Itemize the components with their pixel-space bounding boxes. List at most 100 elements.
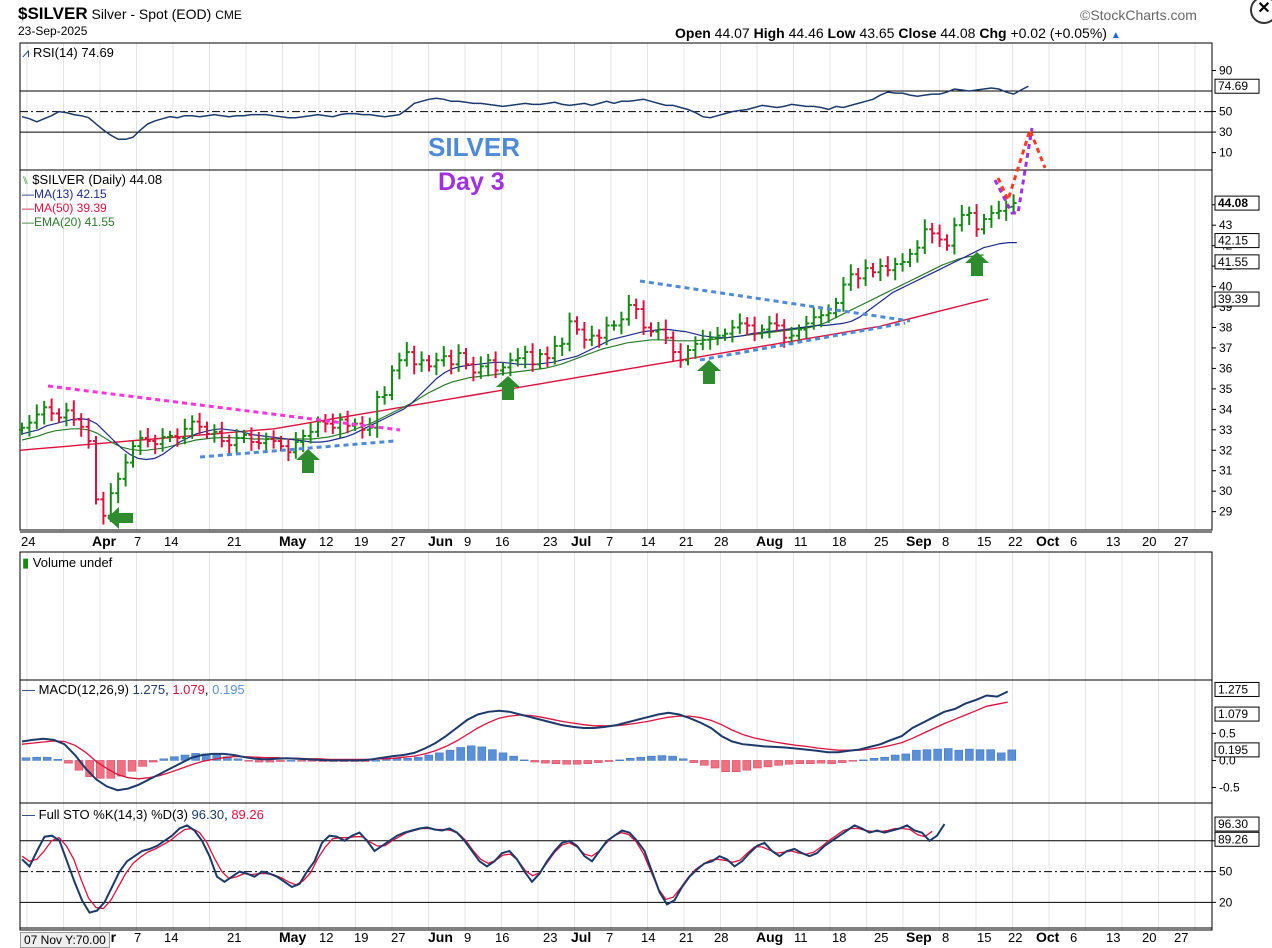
macd-histogram-bar	[742, 760, 752, 771]
macd-histogram-bar	[509, 755, 518, 761]
macd-line-icon: —	[22, 682, 35, 697]
volume-legend: ▮ Volume undef	[22, 555, 112, 571]
x-tick-label: 15	[977, 930, 991, 945]
volume-bars-icon: ▮	[22, 555, 30, 570]
blue-resistance-line	[639, 279, 911, 323]
x-tick-label: 24	[21, 534, 35, 549]
ohlc-bar	[751, 316, 758, 342]
macd-histogram-bar	[647, 755, 656, 761]
chart-header: $SILVER Silver - Spot (EOD) CME	[18, 4, 242, 24]
price-box-label: 42.15	[1218, 234, 1248, 248]
up-arrow-icon	[496, 376, 520, 400]
macd-histogram-bar	[74, 760, 84, 771]
x-tick-label: 21	[227, 534, 241, 549]
ohlc-bar	[581, 321, 588, 349]
macd-histogram-bar	[583, 760, 593, 764]
macd-histogram-bar	[371, 760, 381, 762]
price-tick-label: 31	[1219, 464, 1233, 478]
x-tick-label: 27	[391, 534, 405, 549]
macd-histogram-bar	[403, 758, 412, 761]
ohlc-bar	[337, 413, 344, 438]
ohlc-bar	[944, 234, 950, 251]
projection-path-red	[996, 125, 1047, 205]
price-tick-label: 29	[1219, 505, 1233, 519]
price-tick-label: 35	[1219, 382, 1233, 396]
hist-legend-value: 0.195	[212, 682, 245, 697]
d-legend-value: 89.26	[231, 807, 264, 822]
x-tick-label: 28	[714, 534, 728, 549]
ohlc-bar	[766, 315, 773, 339]
sto-legend: — Full STO %K(14,3) %D(3) 96.30, 89.26	[22, 807, 264, 822]
ohlc-bar	[884, 256, 891, 277]
macd-histogram-bar	[996, 752, 1006, 761]
ohlc-bar	[100, 491, 107, 525]
macd-histogram-bar	[943, 748, 953, 761]
ohlc-bar	[115, 472, 122, 504]
x-tick-label: Jun	[428, 533, 453, 549]
annotation-subtitle: Day 3	[438, 168, 505, 196]
ohlc-bar	[470, 356, 477, 382]
ohlc-bar	[278, 435, 284, 452]
sto-price-box	[1214, 831, 1260, 847]
ohlc-bar	[292, 432, 299, 459]
ohlc-bar	[26, 415, 33, 437]
exchange: CME	[215, 8, 242, 22]
ohlc-bar	[211, 424, 218, 443]
macd-histogram-bar	[912, 749, 921, 761]
ohlc-bar	[463, 347, 469, 370]
ohlc-bar	[914, 240, 921, 263]
ohlc-bar	[492, 351, 499, 379]
ohlc-bar	[892, 257, 899, 281]
macd-histogram-bar	[625, 758, 635, 761]
macd-legend: — MACD(12,26,9) 1.275, 1.079, 0.195	[22, 682, 245, 697]
macd-histogram-bar	[795, 760, 805, 764]
macd-histogram-bar	[710, 760, 720, 769]
macd-tick-label: 0.5	[1219, 726, 1236, 740]
ohlc-bar	[685, 344, 691, 366]
ohlc-bar	[241, 429, 247, 444]
x-tick-label: 15	[977, 534, 991, 549]
ohlc-bar	[714, 326, 721, 346]
ohlc-bar	[773, 313, 780, 332]
ohlc-bar	[781, 319, 788, 348]
macd-histogram-bar	[435, 752, 444, 761]
x-tick-label: 14	[641, 534, 655, 549]
ohlc-bar	[485, 353, 492, 377]
macd-frame	[19, 679, 1213, 804]
close-icon[interactable]: ✕	[1250, 0, 1272, 24]
x-tick-label: Sep	[906, 929, 932, 945]
price-box	[1214, 195, 1260, 211]
stockcharts-logo[interactable]: ©StockCharts.com	[1080, 7, 1197, 23]
macd-histogram-bar	[32, 756, 41, 761]
x-tick-label: 8	[942, 534, 949, 549]
macd-histogram-bar	[424, 754, 434, 761]
low-label: Low	[827, 25, 856, 41]
close-label: Close	[898, 25, 937, 41]
x-tick-label: 7	[606, 534, 613, 549]
macd-histogram-bar	[562, 760, 571, 765]
ohlc-bar	[78, 413, 85, 437]
ohlc-bar	[204, 421, 210, 439]
ohlc-bar	[41, 400, 48, 425]
pink-trendline	[47, 384, 401, 432]
macd-histogram-bar	[700, 760, 709, 766]
left-arrow-icon	[107, 507, 133, 529]
ohlc-bar	[1003, 200, 1010, 221]
ohlc-bar	[603, 316, 610, 346]
rsi-panel: 90 50 30 10 74.69	[20, 64, 1260, 160]
rsi-legend-text: RSI(14) 74.69	[32, 45, 114, 60]
macd-price-label: 1.079	[1218, 707, 1248, 721]
ohlc-bar	[285, 438, 292, 462]
macd-histogram-bar	[530, 760, 540, 763]
macd-legend-name: MACD(12,26,9)	[38, 682, 129, 697]
ohlc-bar	[389, 365, 395, 401]
ohlc-bar	[625, 294, 632, 326]
rsi-line	[21, 85, 1029, 141]
x-tick-label: 22	[1008, 534, 1022, 549]
x-tick-label: 12	[319, 534, 333, 549]
rsi-icon: ⩘	[22, 45, 30, 60]
macd-histogram-bar	[244, 760, 253, 762]
ohlc-bar	[270, 430, 277, 449]
x-tick-label: 23	[543, 534, 557, 549]
